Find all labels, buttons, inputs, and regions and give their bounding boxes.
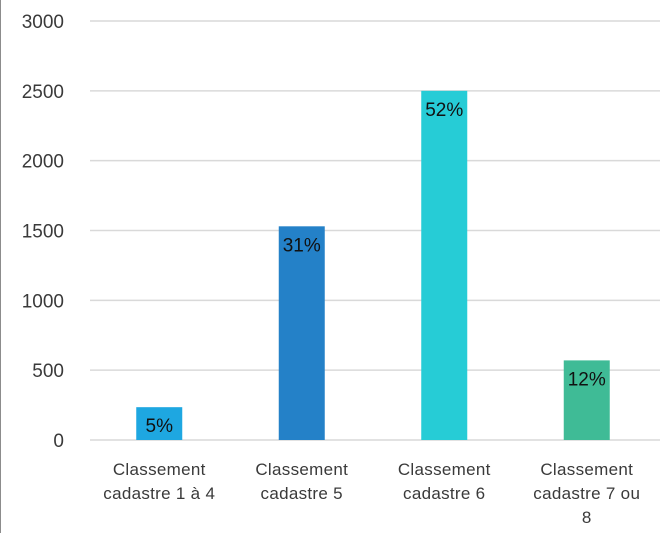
y-tick-label: 1500 bbox=[22, 222, 64, 243]
data-label: 52% bbox=[425, 100, 463, 121]
bar bbox=[278, 226, 325, 440]
x-tick-label: 8 bbox=[582, 508, 592, 527]
bar bbox=[421, 90, 468, 440]
data-label: 31% bbox=[283, 235, 321, 256]
x-tick-label: cadastre 7 ou bbox=[533, 484, 640, 503]
bar bbox=[563, 360, 610, 440]
x-tick-label: Classement bbox=[398, 460, 491, 479]
y-tick-label: 2500 bbox=[22, 82, 64, 103]
data-label: 5% bbox=[146, 416, 174, 437]
x-tick-label: cadastre 1 à 4 bbox=[103, 484, 215, 503]
bar bbox=[136, 407, 183, 440]
y-tick-label: 0 bbox=[53, 431, 64, 452]
chart-frame-edge bbox=[0, 0, 1, 533]
y-tick-label: 2000 bbox=[22, 152, 64, 173]
x-tick-label: Classement bbox=[113, 460, 206, 479]
data-label: 12% bbox=[568, 369, 606, 390]
x-tick-label: cadastre 5 bbox=[261, 484, 343, 503]
y-tick-label: 1000 bbox=[22, 291, 64, 312]
x-tick-label: Classement bbox=[255, 460, 348, 479]
x-tick-label: cadastre 6 bbox=[403, 484, 485, 503]
y-tick-label: 500 bbox=[32, 361, 64, 382]
x-tick-label: Classement bbox=[540, 460, 633, 479]
y-tick-label: 3000 bbox=[22, 12, 64, 33]
